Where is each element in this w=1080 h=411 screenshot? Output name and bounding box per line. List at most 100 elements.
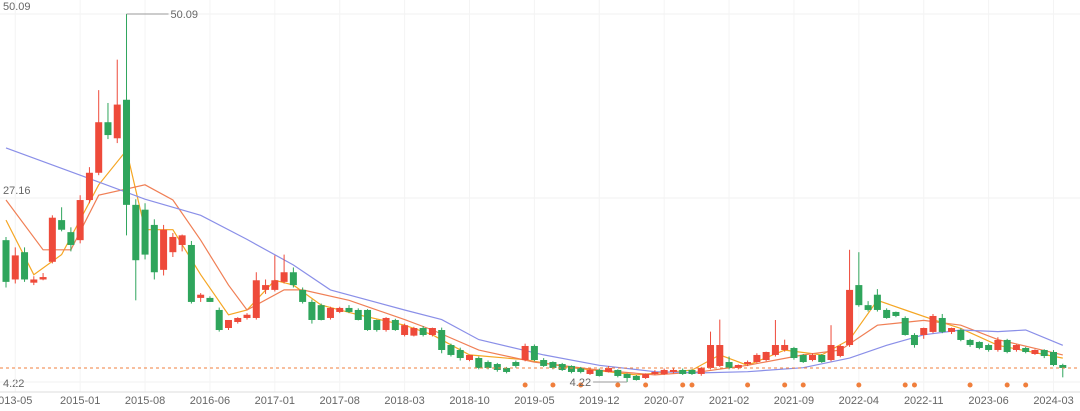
candle-body [855, 285, 863, 306]
candle-body [308, 301, 316, 320]
candle-body [744, 362, 752, 365]
candle-body [160, 229, 168, 270]
candle-body [577, 367, 585, 372]
candle-body [781, 345, 789, 350]
candle-body [771, 345, 779, 355]
event-marker [911, 382, 917, 388]
candle-body [21, 252, 29, 280]
candle-body [95, 122, 103, 173]
candle-body [243, 314, 251, 318]
candle-body [595, 369, 603, 376]
candle-body [345, 307, 353, 312]
candle-body [994, 339, 1002, 350]
candle-body [132, 204, 140, 261]
candle-body [76, 200, 84, 241]
candle-body [1003, 339, 1011, 352]
candle-body [187, 244, 195, 302]
candle-body [873, 294, 881, 310]
candle-body [252, 280, 260, 318]
event-marker [782, 382, 788, 388]
candle-body [1040, 349, 1048, 357]
candle-body [1050, 351, 1058, 365]
candle-body [224, 319, 232, 329]
candle-body [901, 317, 909, 335]
candle-body [456, 349, 464, 359]
candle-body [512, 362, 520, 366]
min-label: 4.22 [570, 377, 591, 389]
candle-body [864, 305, 872, 310]
candle-body [985, 345, 993, 350]
candle-body [30, 279, 38, 283]
candle-body [123, 99, 131, 205]
candle-body [679, 369, 687, 374]
candle-body [651, 371, 659, 374]
candle-body [438, 330, 446, 350]
candle-body [326, 307, 334, 318]
candle-body [484, 362, 492, 368]
candle-body [67, 232, 75, 245]
candle-body [150, 224, 158, 273]
candle-body [1012, 345, 1020, 350]
candle-body [317, 305, 325, 320]
candle-body [883, 309, 891, 318]
candle-body [790, 347, 798, 359]
event-marker [615, 382, 621, 388]
candle-body [104, 122, 112, 136]
event-marker [680, 382, 686, 388]
event-marker [689, 382, 695, 388]
candle-body [975, 341, 983, 348]
candle-body [799, 354, 807, 363]
candle-body [632, 375, 640, 380]
candle-body [364, 309, 372, 331]
candle-body [948, 328, 956, 332]
x-tick-label: 2016-06 [190, 395, 230, 407]
candle-body [206, 297, 214, 302]
candle-body [892, 311, 900, 316]
candle-body [558, 364, 566, 370]
candle-body [920, 328, 928, 335]
candle-body [141, 209, 149, 255]
candle-body [753, 354, 761, 363]
x-tick-label: 2015-08 [125, 395, 165, 407]
candle-body [586, 369, 594, 374]
candle-body [2, 240, 10, 282]
candle-body [493, 364, 501, 370]
x-tick-label: 2017-08 [320, 395, 360, 407]
candle-body [354, 309, 362, 320]
candle-body [957, 330, 965, 340]
candle-body [808, 354, 816, 361]
x-tick-label: 2023-06 [968, 395, 1008, 407]
event-marker [856, 382, 862, 388]
event-marker [578, 382, 584, 388]
candle-body [447, 345, 455, 355]
candle-body [382, 317, 390, 331]
max-label: 50.09 [171, 9, 199, 21]
candle-body [734, 364, 742, 368]
event-marker [550, 382, 556, 388]
y-tick-label: 27.16 [3, 185, 31, 197]
candle-body [567, 365, 575, 372]
candle-body [428, 328, 436, 335]
candle-body [336, 307, 344, 312]
candle-body [178, 235, 186, 245]
candle-body [113, 104, 121, 139]
event-marker [902, 382, 908, 388]
candle-body [614, 369, 622, 376]
candle-body [466, 354, 473, 361]
y-tick-label: 50.09 [3, 1, 31, 13]
event-marker [967, 382, 973, 388]
candle-body [85, 172, 93, 201]
candle-body [234, 317, 242, 322]
candle-body [262, 285, 270, 290]
candle-body [280, 272, 288, 282]
candle-body [688, 369, 696, 374]
candle-body [642, 373, 650, 378]
candle-body [391, 319, 399, 331]
candle-body [215, 309, 223, 331]
candle-body [818, 354, 826, 363]
candle-body [623, 373, 631, 378]
candle-body [299, 289, 307, 302]
candle-body [48, 217, 56, 262]
event-marker [745, 382, 751, 388]
